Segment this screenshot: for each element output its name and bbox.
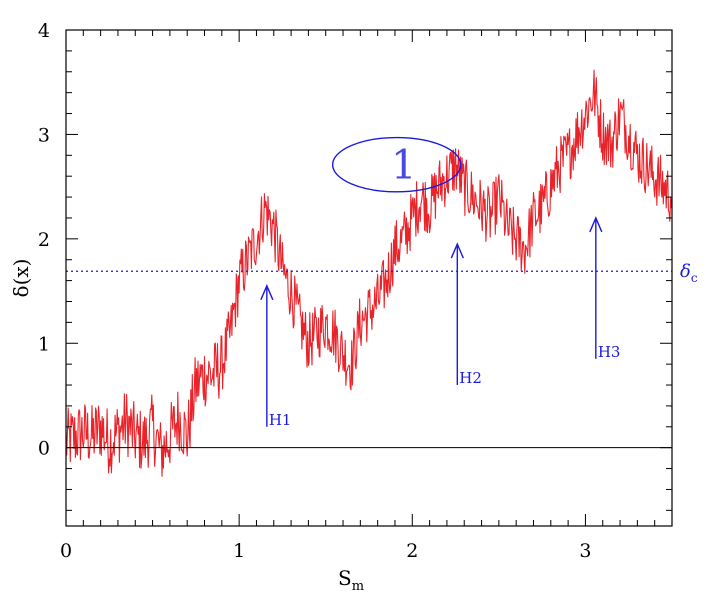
ticks: [65, 29, 673, 526]
threshold-label: δc: [680, 261, 698, 285]
reference-lines: δc: [66, 261, 698, 449]
x-tick-label: 1: [233, 540, 245, 562]
arrow-h1: H1: [260, 284, 292, 429]
plot-frame: [65, 29, 673, 527]
annotations: H1 H2 H3 1: [260, 136, 621, 429]
tick-labels: 0 1 2 3 0 1 2 3 4: [38, 20, 592, 562]
x-tick-label: 0: [60, 540, 72, 562]
y-tick-label: 0: [38, 438, 50, 460]
y-tick-label: 3: [38, 124, 50, 146]
data-layer: [65, 69, 673, 477]
arrow-h2: H2: [450, 242, 482, 387]
series-line: [65, 69, 673, 477]
arrow-label-h2: H2: [459, 369, 482, 387]
y-tick-label: 1: [38, 333, 50, 355]
x-axis-title: Sm: [338, 566, 364, 594]
y-tick-label: 4: [38, 20, 50, 42]
y-tick-label: 2: [38, 229, 50, 251]
arrow-label-h1: H1: [269, 411, 292, 429]
arrow-h3: H3: [589, 216, 621, 361]
highlight-label: 1: [391, 143, 416, 189]
arrow-label-h3: H3: [598, 343, 621, 361]
x-tick-label: 3: [579, 540, 591, 562]
highlight-ellipse: [331, 136, 462, 193]
y-axis-title: δ(x): [9, 259, 33, 298]
x-tick-label: 2: [406, 540, 418, 562]
